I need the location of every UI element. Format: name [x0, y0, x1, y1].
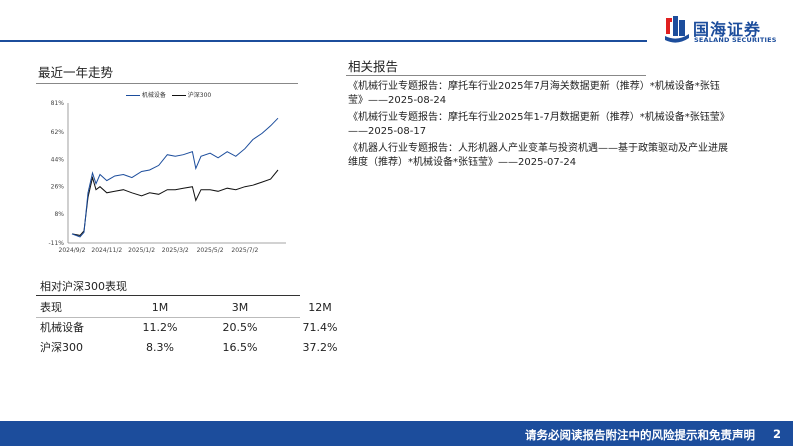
y-tick-label: 62%	[51, 129, 65, 136]
perf-header-label: 表现	[40, 301, 62, 314]
brand-name-cn: 国海证券	[693, 20, 762, 39]
perf-cell: 16.5%	[222, 340, 258, 354]
legend-label-machinery: 机械设备	[141, 92, 166, 99]
perf-cell: 8.3%	[146, 340, 174, 354]
perf-top-rule	[36, 295, 300, 296]
x-tick-label: 2025/7/2	[231, 247, 258, 254]
y-tick-label: 8%	[54, 211, 64, 218]
perf-header-3m: 3M	[231, 300, 249, 314]
header-divider	[0, 40, 647, 42]
perf-cell: 37.2%	[302, 340, 338, 354]
series-line-hs300	[71, 169, 279, 236]
perf-header-12m: 12M	[308, 300, 332, 314]
x-tick-label: 2025/3/2	[162, 247, 189, 254]
table-row: 沪深300 8.3% 16.5% 37.2%	[40, 337, 360, 357]
perf-title: 相对沪深300表现	[40, 280, 127, 293]
footer-disclaimer: 请务必阅读报告附注中的风险提示和免责声明	[525, 428, 755, 442]
series-line-machinery	[71, 117, 279, 238]
related-reports-list: 《机械行业专题报告：摩托车行业2025年7月海关数据更新（推荐）*机械设备*张钰…	[348, 80, 728, 173]
report-link[interactable]: 《机械行业专题报告：摩托车行业2025年1-7月数据更新（推荐）*机械设备*张钰…	[348, 112, 725, 137]
y-tick-label: 26%	[51, 184, 65, 191]
perf-cell: 71.4%	[302, 320, 338, 334]
sealand-logo-icon	[665, 16, 689, 43]
legend-swatch-machinery	[126, 95, 140, 96]
trend-chart-svg: 81% 62% 44% 26% 8% -11%2024/9/2 2024/11/2 2025/…	[48, 100, 286, 254]
page-number: 2	[772, 427, 781, 441]
related-title: 相关报告	[348, 59, 399, 74]
perf-row-label: 沪深300	[40, 341, 83, 354]
brand-logo: 国海证券 SEALAND SECURITIES	[663, 14, 778, 48]
report-link[interactable]: 《机械行业专题报告：摩托车行业2025年7月海关数据更新（推荐）*机械设备*张钰…	[348, 81, 720, 106]
report-link[interactable]: 《机器人行业专题报告：人形机器人产业变革与投资机遇——基于政策驱动及产业进展维度…	[348, 143, 728, 168]
trend-title: 最近一年走势	[38, 65, 114, 80]
legend-label-hs300: 沪深300	[187, 92, 212, 99]
perf-header-rule	[36, 317, 300, 318]
y-tick-label: 44%	[51, 156, 65, 163]
legend-swatch-hs300	[171, 95, 186, 96]
chart-legend: 机械设备 沪深300	[126, 90, 211, 99]
perf-cell: 20.5%	[222, 320, 258, 334]
x-tick-label: 2025/5/2	[197, 247, 224, 254]
perf-cell: 11.2%	[142, 320, 178, 334]
related-title-rule	[346, 75, 646, 76]
x-tick-label: 2025/1/2	[128, 247, 155, 254]
perf-table: 表现 1M 3M 12M 机械设备 11.2% 20.5% 71.4% 沪深30…	[40, 297, 360, 357]
y-tick-label: -11%	[48, 240, 64, 247]
x-tick-label: 2024/11/2	[91, 247, 122, 254]
perf-header-row: 表现 1M 3M 12M	[40, 297, 360, 317]
table-row: 机械设备 11.2% 20.5% 71.4%	[40, 317, 360, 337]
perf-header-1m: 1M	[151, 300, 169, 314]
footer-bar: 请务必阅读报告附注中的风险提示和免责声明 2	[0, 421, 793, 446]
trend-title-rule	[36, 83, 298, 84]
perf-row-label: 机械设备	[40, 321, 84, 334]
trend-chart: 81% 62% 44% 26% 8% -11% 2024/9/2 2024/11/2 2025/…	[36, 95, 294, 260]
brand-name-en: SEALAND SECURITIES	[694, 36, 777, 44]
y-tick-label: 81%	[51, 100, 65, 107]
x-tick-label: 2024/9/2	[59, 247, 86, 254]
